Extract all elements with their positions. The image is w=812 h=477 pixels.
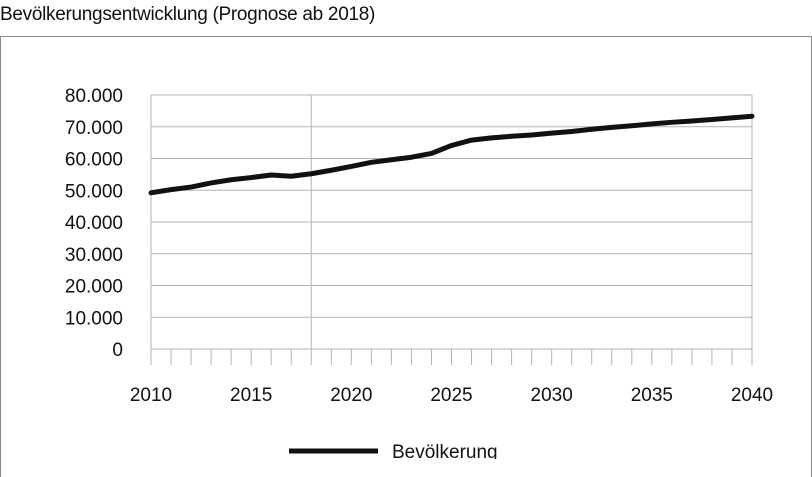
x-tick-label: 2030 bbox=[531, 385, 573, 406]
legend: Bevölkerung bbox=[289, 442, 498, 459]
series-lines bbox=[151, 116, 752, 193]
grid-lines bbox=[151, 95, 752, 349]
x-tick-label: 2015 bbox=[230, 385, 272, 406]
y-axis-tick-labels: 0 10.000 20.000 30.000 40.000 50.000 60.000 70.… bbox=[65, 86, 123, 361]
x-tick-label: 2035 bbox=[631, 385, 673, 406]
x-tick-label: 2025 bbox=[430, 385, 472, 406]
x-tick-label: 2010 bbox=[130, 385, 172, 406]
legend-label: Bevölkerung bbox=[392, 442, 498, 459]
y-tick-label: 10.000 bbox=[65, 308, 123, 329]
y-tick-label: 80.000 bbox=[65, 86, 123, 107]
line-chart: 0 10.000 20.000 30.000 40.000 50.000 60.000 70.… bbox=[0, 0, 812, 459]
y-tick-label: 70.000 bbox=[65, 118, 123, 139]
axis-ticks bbox=[151, 349, 752, 365]
x-tick-label: 2020 bbox=[330, 385, 372, 406]
y-tick-label: 40.000 bbox=[65, 213, 123, 234]
y-tick-label: 60.000 bbox=[65, 150, 123, 171]
y-tick-label: 50.000 bbox=[65, 181, 123, 202]
x-tick-label: 2040 bbox=[731, 385, 773, 406]
x-axis-tick-labels: 2010 2015 2020 2025 2030 2035 2040 bbox=[130, 385, 773, 406]
y-tick-label: 20.000 bbox=[65, 277, 123, 298]
y-tick-label: 30.000 bbox=[65, 245, 123, 266]
series-line bbox=[151, 116, 752, 193]
y-tick-label: 0 bbox=[112, 340, 123, 361]
